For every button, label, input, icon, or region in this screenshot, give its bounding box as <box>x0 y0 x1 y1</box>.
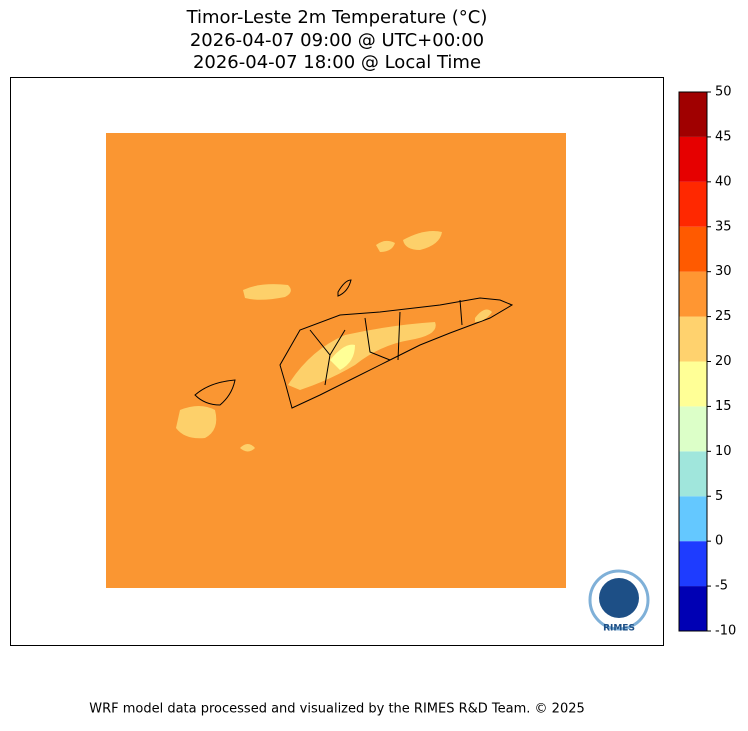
colorbar-tick-label: 35 <box>715 219 732 234</box>
island <box>194 379 236 406</box>
footer: WRF model data processed and visualized … <box>89 702 585 717</box>
colorbar-segment <box>679 136 707 182</box>
district-border <box>309 299 463 386</box>
colorbar-tick-label: -5 <box>715 579 728 594</box>
colorbar-segment <box>679 271 707 317</box>
warm-patch <box>376 240 395 252</box>
colorbar-tick-label: 0 <box>715 534 723 549</box>
colorbar-tick-label: 45 <box>715 129 732 144</box>
title-line: Timor-Leste 2m Temperature (°C) <box>186 7 488 28</box>
colorbar-tick-label: 50 <box>715 85 732 100</box>
warm-patch <box>475 309 492 322</box>
colorbar-segment <box>679 226 707 272</box>
colorbar-tick-label: 20 <box>715 354 732 369</box>
colorbar-segment <box>679 92 707 137</box>
warm-patch <box>403 231 442 250</box>
colorbar-tick-label: 30 <box>715 264 732 279</box>
colorbar-segment <box>679 316 707 362</box>
colorbar-tick-label: -10 <box>715 624 736 639</box>
logo-globe <box>599 578 639 618</box>
colorbar-segment <box>679 496 707 542</box>
logo-text: RIMES <box>603 624 635 634</box>
title-line: 2026-04-07 18:00 @ Local Time <box>193 52 481 73</box>
colorbar-segment <box>679 586 707 631</box>
colorbar-segment <box>679 541 707 587</box>
colorbar-tick-label: 15 <box>715 399 732 414</box>
warm-patch <box>240 444 255 452</box>
warm-patch <box>176 406 217 439</box>
colorbar-tick-label: 10 <box>715 444 732 459</box>
colorbar-segment <box>679 361 707 407</box>
colorbar-segment <box>679 451 707 497</box>
warm-patch <box>243 284 291 300</box>
map <box>106 133 566 588</box>
colorbar-tick-label: 25 <box>715 309 732 324</box>
colorbar: -10 -5 0 5 10 15 20 25 30 35 40 45 50 <box>678 85 736 639</box>
logo: RIMES <box>588 569 650 634</box>
warm-patch <box>330 344 355 370</box>
colorbar-tick-label: 40 <box>715 174 732 189</box>
timor-island <box>279 297 514 409</box>
colorbar-segment <box>679 406 707 452</box>
colorbar-segment <box>679 181 707 227</box>
title-line: 2026-04-07 09:00 @ UTC+00:00 <box>190 30 484 51</box>
island <box>337 279 352 297</box>
colorbar-tick-label: 5 <box>715 489 723 504</box>
